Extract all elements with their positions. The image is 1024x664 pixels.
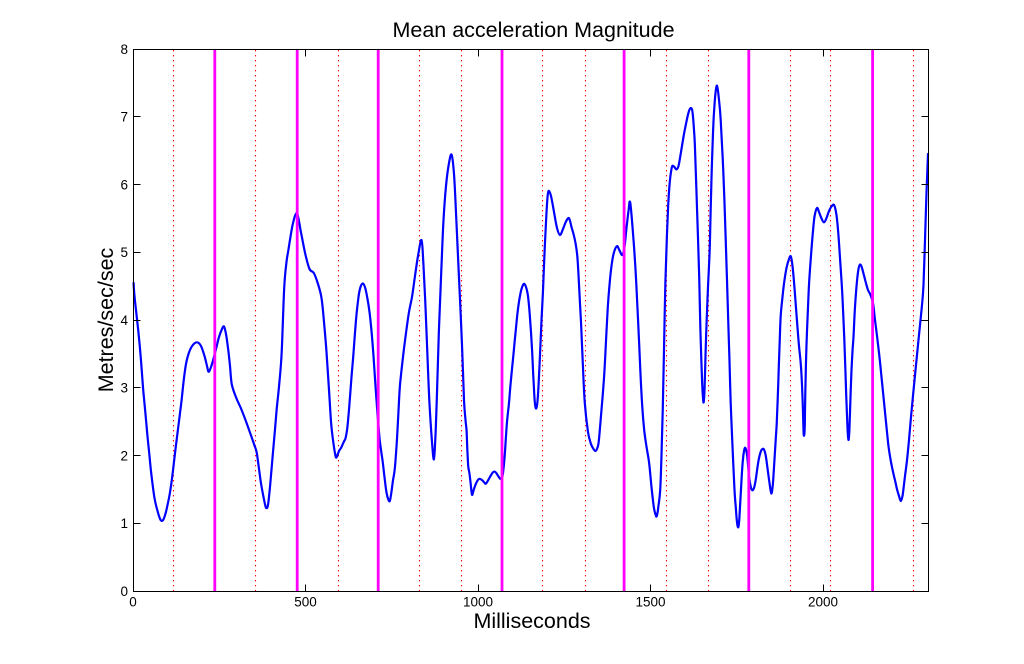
svg-text:1000: 1000 [463,595,493,610]
svg-text:6: 6 [120,177,128,192]
svg-text:5: 5 [120,245,128,260]
svg-text:2: 2 [120,448,128,463]
svg-text:Mean acceleration Magnitude: Mean acceleration Magnitude [392,18,674,42]
svg-text:1500: 1500 [635,595,665,610]
svg-text:Milliseconds: Milliseconds [473,609,590,633]
svg-text:8: 8 [120,42,128,57]
svg-text:4: 4 [120,313,128,328]
svg-text:3: 3 [120,381,128,396]
svg-text:0: 0 [120,584,128,599]
svg-text:Metres/sec/sec: Metres/sec/sec [94,247,118,392]
svg-text:500: 500 [294,595,317,610]
svg-text:1: 1 [120,516,128,531]
svg-text:2000: 2000 [808,595,838,610]
svg-text:7: 7 [120,110,128,125]
svg-text:0: 0 [129,595,137,610]
